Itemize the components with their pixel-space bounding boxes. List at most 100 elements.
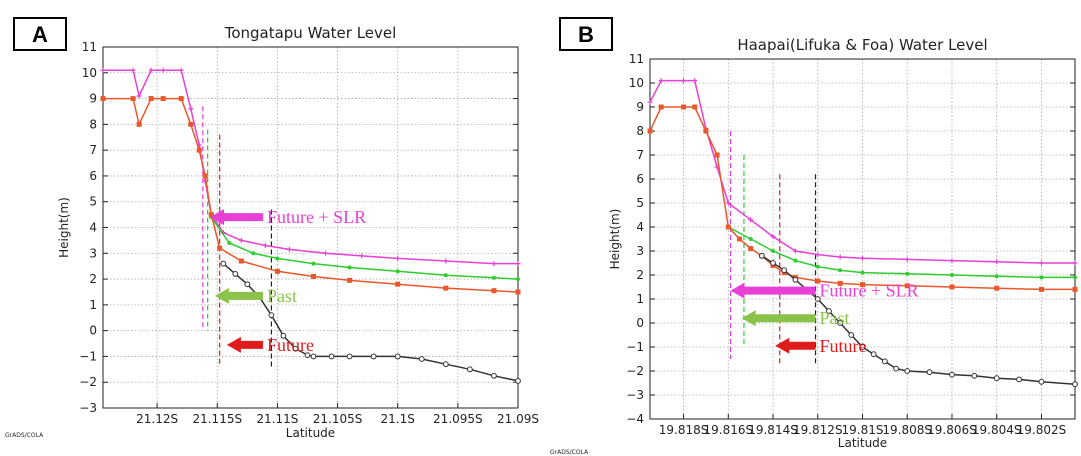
- data-point: [725, 200, 731, 206]
- data-point: [859, 344, 866, 350]
- data-point: [792, 276, 799, 283]
- data-point: [870, 351, 877, 358]
- data-point: [770, 234, 776, 240]
- x-tick-label: 21.115S: [192, 412, 242, 426]
- x-tick-label: 21.11S: [256, 412, 298, 426]
- data-point: [1073, 275, 1077, 280]
- data-point: [238, 258, 244, 264]
- data-point: [949, 273, 954, 277]
- data-point: [442, 361, 449, 368]
- y-tick-label: 6: [636, 172, 644, 186]
- data-point: [1039, 275, 1044, 280]
- data-point: [286, 246, 292, 252]
- data-point: [725, 224, 731, 230]
- data-point: [971, 372, 978, 379]
- x-tick-label: 21.095S: [433, 412, 483, 426]
- data-point: [310, 353, 317, 360]
- data-point: [196, 147, 202, 153]
- data-point: [692, 104, 698, 110]
- data-point: [815, 264, 820, 269]
- series-2: [100, 96, 521, 295]
- data-point: [347, 277, 353, 283]
- annotation-label: Past: [820, 308, 850, 328]
- data-point: [771, 249, 776, 253]
- series-1: [726, 225, 1077, 280]
- data-point: [323, 250, 329, 256]
- annotation-arrow: Future + SLR: [730, 281, 919, 301]
- annotation-arrow: Past: [741, 308, 850, 328]
- data-point: [130, 96, 136, 102]
- x-tick-label: 19.802S: [1017, 423, 1067, 437]
- panel-b: B Haapai(Lifuka & Foa) Water Level −4 −3 −2 −…: [550, 17, 1078, 456]
- y-tick-label: 7: [89, 143, 97, 157]
- x-tick-label: 21.12S: [136, 412, 178, 426]
- data-point: [1072, 286, 1078, 292]
- data-point: [516, 277, 520, 282]
- data-point: [292, 345, 299, 352]
- data-point: [202, 173, 208, 179]
- data-point: [792, 248, 798, 254]
- grid: [650, 58, 1075, 420]
- data-point: [1038, 286, 1044, 292]
- data-point: [130, 67, 136, 73]
- y-tick-label: 8: [89, 117, 97, 131]
- annotation-label: Future + SLR: [820, 281, 919, 301]
- data-point: [491, 261, 497, 267]
- data-point: [994, 259, 1000, 265]
- y-tick-label: 6: [89, 169, 97, 183]
- data-point: [491, 275, 496, 280]
- data-point: [262, 243, 268, 249]
- y-tick-label: 10: [82, 66, 97, 80]
- data-point: [304, 352, 311, 359]
- y-tick-label: 11: [82, 40, 97, 54]
- x-tick-label: 19.814S: [748, 423, 798, 437]
- y-tick-label: 8: [636, 124, 644, 138]
- data-point: [251, 251, 256, 256]
- data-point: [770, 260, 776, 266]
- data-point: [515, 261, 521, 267]
- data-point: [837, 320, 844, 326]
- data-point: [1016, 376, 1022, 383]
- panel-letter-box: [13, 17, 67, 51]
- y-tick-label: 5: [636, 196, 644, 210]
- data-point: [491, 288, 497, 294]
- data-point: [178, 67, 184, 73]
- data-point: [681, 78, 687, 84]
- data-point: [347, 265, 352, 270]
- annotation-label: Future: [820, 336, 867, 356]
- annotation-arrow: Future + SLR: [210, 207, 366, 227]
- x-tick-label: 19.806S: [927, 423, 977, 437]
- series-0: [100, 67, 521, 267]
- x-axis-label: Latitude: [838, 436, 887, 450]
- y-tick-label: 1: [89, 298, 97, 312]
- data-point: [893, 365, 899, 372]
- data-point: [188, 106, 194, 112]
- data-point: [1038, 378, 1045, 385]
- data-point: [860, 270, 865, 275]
- data-point: [418, 356, 425, 362]
- data-point: [188, 121, 194, 127]
- panel-a: A Tongatapu Water Level −3 −2 −1 0 1 2 3 4 5 6 7 8 9 10…: [5, 17, 539, 440]
- data-point: [748, 246, 754, 252]
- arrow-shape: [741, 310, 816, 327]
- panel-letter-box: [559, 17, 613, 51]
- data-point: [658, 104, 664, 110]
- data-point: [826, 308, 832, 314]
- data-point: [926, 369, 933, 376]
- y-tick-label: −1: [626, 340, 644, 354]
- data-point: [837, 280, 843, 286]
- x-tick-label: 21.105S: [313, 412, 363, 426]
- data-point: [837, 254, 843, 260]
- y-tick-label: 1: [636, 292, 644, 306]
- y-tick-label: −2: [79, 375, 97, 389]
- data-point: [370, 353, 377, 360]
- annotation-arrow: Future: [775, 336, 867, 356]
- data-point: [148, 96, 154, 102]
- data-point: [949, 371, 955, 378]
- annotation-arrow: Past: [214, 286, 297, 306]
- annotation-label: Future + SLR: [267, 207, 366, 227]
- data-point: [491, 372, 497, 379]
- data-point: [815, 252, 821, 258]
- y-tick-label: −1: [79, 349, 97, 363]
